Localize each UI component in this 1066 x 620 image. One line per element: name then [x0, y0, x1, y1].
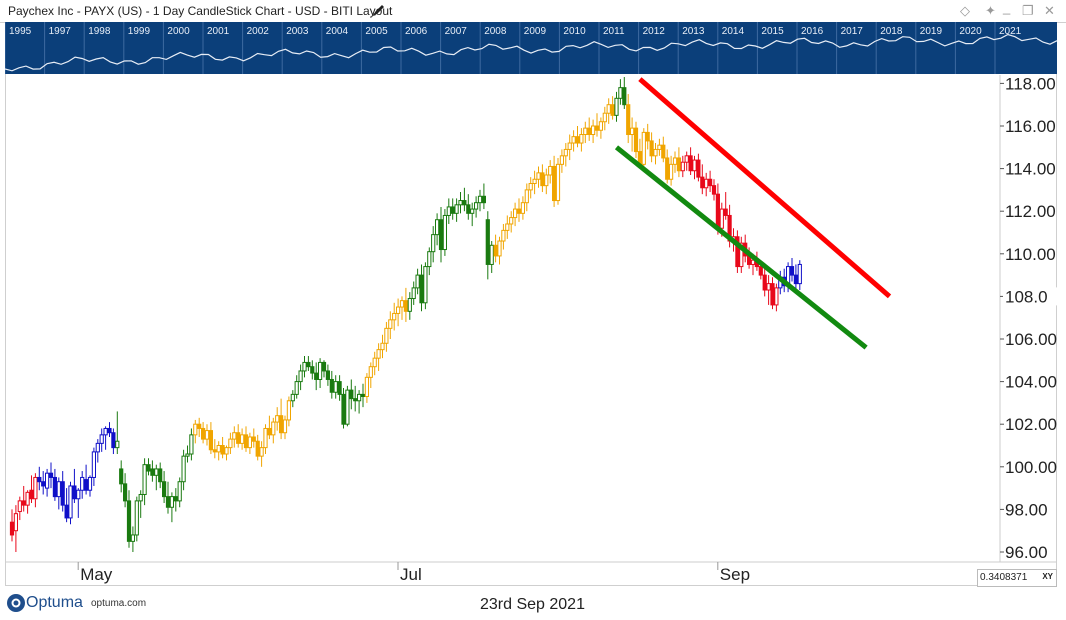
restore-icon[interactable]: ❐ [1022, 3, 1034, 18]
overview-chart[interactable]: 1995 1997 1998 1999 2000 2001 2002 2003 2004 2005… [5, 22, 1057, 74]
diamond-icon[interactable]: ◇ [960, 3, 970, 18]
overview-year-label: 1997 [49, 26, 72, 37]
overview-year-label: 2007 [445, 26, 468, 37]
overview-year-label: 2000 [167, 26, 190, 37]
overview-strip[interactable]: 1995 1997 1998 1999 2000 2001 2002 2003 2004 2005… [5, 22, 1057, 74]
overview-year-label: 2010 [563, 26, 586, 37]
brand-url[interactable]: optuma.com [91, 598, 147, 609]
overview-year-label: 2017 [841, 26, 864, 37]
overview-year-label: 1999 [128, 26, 151, 37]
overview-year-label: 2015 [761, 26, 784, 37]
overview-year-label: 2003 [286, 26, 309, 37]
chart-area[interactable] [5, 74, 1057, 586]
brand-name: Optuma [26, 594, 83, 611]
overview-year-label: 2021 [999, 26, 1022, 37]
scale-value: 0.3408371 [980, 572, 1028, 583]
overview-year-label: 2019 [920, 26, 943, 37]
overview-year-label: 2016 [801, 26, 824, 37]
scale-box[interactable]: 0.3408371 XY [977, 569, 1057, 587]
overview-year-label: 2012 [643, 26, 666, 37]
window-title: Paychex Inc - PAYX (US) - 1 Day CandleSt… [8, 4, 393, 18]
pin-icon[interactable]: ✦ [985, 3, 996, 18]
window-titlebar: Paychex Inc - PAYX (US) - 1 Day CandleSt… [0, 0, 1066, 23]
overview-year-label: 2013 [682, 26, 705, 37]
overview-year-label: 2009 [524, 26, 547, 37]
overview-year-label: 2006 [405, 26, 428, 37]
pencil-icon[interactable] [372, 3, 386, 17]
overview-year-label: 2020 [959, 26, 982, 37]
overview-price-line [5, 33, 1057, 72]
overview-year-label: 2005 [365, 26, 388, 37]
minimize-icon[interactable]: _ [1003, 0, 1011, 15]
overview-year-label: 2004 [326, 26, 349, 37]
scale-mode[interactable]: XY [1042, 572, 1053, 581]
chart-date: 23rd Sep 2021 [480, 596, 585, 613]
overview-year-label: 2011 [603, 26, 625, 37]
overview-year-label: 2002 [247, 26, 270, 37]
overview-year-label: 2008 [484, 26, 507, 37]
overview-year-label: 2018 [880, 26, 903, 37]
overview-year-label: 1995 [9, 26, 32, 37]
overview-year-label: 1998 [88, 26, 111, 37]
optuma-logo-icon [7, 594, 25, 612]
overview-year-label: 2014 [722, 26, 745, 37]
close-icon[interactable]: ✕ [1044, 3, 1055, 18]
overview-year-label: 2001 [207, 26, 230, 37]
